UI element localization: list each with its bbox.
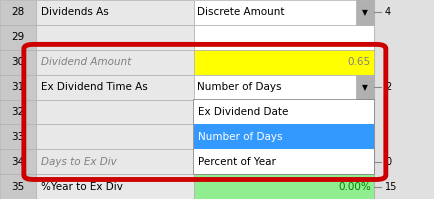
- Bar: [36, 75, 194, 100]
- Bar: [36, 149, 194, 174]
- Text: 0: 0: [385, 157, 391, 167]
- Text: 32: 32: [11, 107, 24, 117]
- Text: 31: 31: [11, 82, 24, 92]
- Bar: [36, 100, 194, 124]
- Bar: [194, 25, 374, 50]
- Text: Number of Days: Number of Days: [197, 82, 282, 92]
- Bar: [0, 149, 36, 174]
- Text: 0.65: 0.65: [348, 57, 371, 67]
- Bar: [36, 174, 194, 199]
- Bar: [356, 0, 374, 25]
- Bar: [194, 124, 374, 149]
- Bar: [194, 124, 374, 149]
- Text: Ex Dividend Date: Ex Dividend Date: [198, 107, 289, 117]
- Bar: [194, 0, 374, 25]
- Bar: [0, 25, 36, 50]
- Bar: [36, 0, 194, 25]
- Bar: [194, 75, 374, 100]
- Bar: [356, 75, 374, 100]
- Text: 4: 4: [385, 7, 391, 18]
- Bar: [194, 100, 374, 124]
- Text: 34: 34: [11, 157, 24, 167]
- Bar: [194, 100, 374, 124]
- Text: 30: 30: [11, 57, 24, 67]
- Bar: [36, 50, 194, 75]
- Text: Discrete Amount: Discrete Amount: [197, 7, 285, 18]
- Text: 15: 15: [385, 181, 397, 192]
- Text: 33: 33: [11, 132, 24, 142]
- Text: Dividend Amount: Dividend Amount: [41, 57, 131, 67]
- Text: Days to Ex Div: Days to Ex Div: [41, 157, 117, 167]
- Text: Ex Dividend Time As: Ex Dividend Time As: [41, 82, 148, 92]
- Bar: [0, 50, 36, 75]
- Text: 0.00%: 0.00%: [338, 181, 371, 192]
- Bar: [194, 174, 374, 199]
- Text: 28: 28: [11, 7, 24, 18]
- Bar: [36, 124, 194, 149]
- Text: ▼: ▼: [362, 8, 368, 17]
- Text: ▼: ▼: [362, 83, 368, 92]
- Text: 35: 35: [11, 181, 24, 192]
- Bar: [36, 25, 194, 50]
- Bar: [194, 100, 374, 174]
- Text: %Year to Ex Div: %Year to Ex Div: [41, 181, 123, 192]
- Bar: [374, 0, 434, 199]
- Bar: [0, 174, 36, 199]
- Bar: [194, 149, 374, 174]
- Bar: [194, 149, 374, 174]
- Bar: [0, 124, 36, 149]
- Text: Percent of Year: Percent of Year: [198, 157, 276, 167]
- Text: Dividends As: Dividends As: [41, 7, 108, 18]
- Bar: [0, 0, 36, 25]
- Text: 29: 29: [11, 32, 24, 42]
- Bar: [0, 100, 36, 124]
- Text: Number of Days: Number of Days: [198, 132, 283, 142]
- Bar: [194, 50, 374, 75]
- Bar: [0, 75, 36, 100]
- Text: 2: 2: [385, 82, 391, 92]
